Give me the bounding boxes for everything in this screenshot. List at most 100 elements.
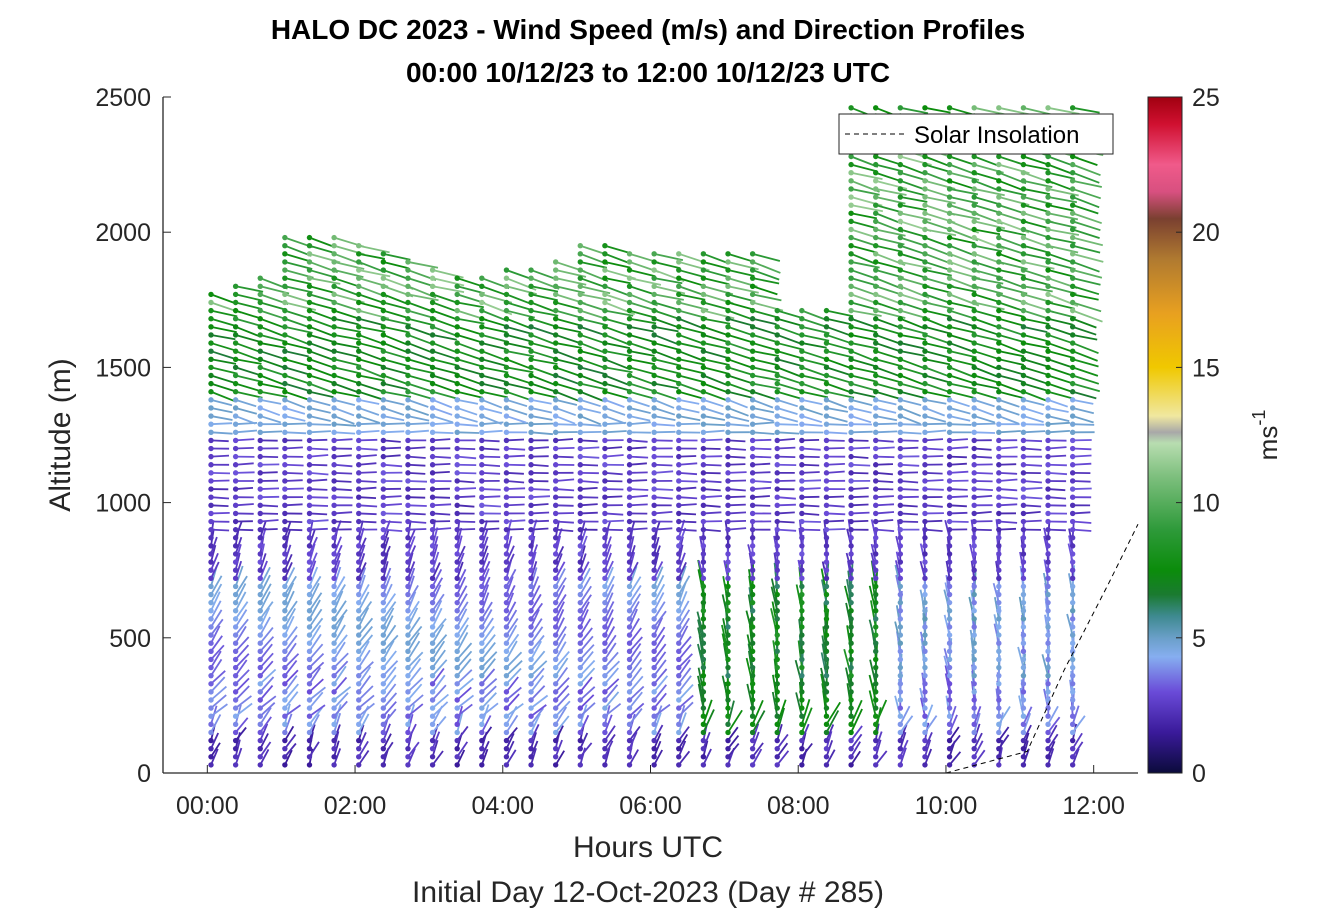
wind-barb-dot xyxy=(307,332,312,337)
wind-barb-dot xyxy=(898,446,903,451)
wind-barb-dot xyxy=(381,503,386,508)
wind-barb-dot xyxy=(701,478,706,483)
wind-barb-dot xyxy=(405,665,410,670)
wind-barb-dot xyxy=(676,405,681,410)
wind-barb-dot xyxy=(454,641,459,646)
wind-barb-dot xyxy=(1045,486,1050,491)
wind-barb-dot xyxy=(454,340,459,345)
wind-barb-dot xyxy=(553,665,558,670)
wind-barb-dot xyxy=(381,641,386,646)
wind-barb-dot xyxy=(553,446,558,451)
wind-barb-dot xyxy=(922,665,927,670)
wind-barb-shaft xyxy=(826,448,844,449)
wind-barb-dot xyxy=(208,292,213,297)
wind-barb-dot xyxy=(233,470,238,475)
wind-barb-dot xyxy=(701,267,706,272)
wind-barb-dot xyxy=(725,373,730,378)
wind-barb-dot xyxy=(898,746,903,751)
wind-barb-dot xyxy=(971,267,976,272)
wind-barb-dot xyxy=(1021,592,1026,597)
wind-barb-dot xyxy=(676,446,681,451)
wind-barb-dot xyxy=(922,340,927,345)
wind-barb-dot xyxy=(750,624,755,629)
wind-barb-dot xyxy=(947,219,952,224)
wind-barb-dot xyxy=(1045,421,1050,426)
wind-barb-dot xyxy=(947,705,952,710)
wind-barb-dot xyxy=(996,438,1001,443)
wind-barb-dot xyxy=(553,357,558,362)
wind-barb-dot xyxy=(553,600,558,605)
wind-barb-dot xyxy=(405,259,410,264)
wind-barb-dot xyxy=(233,754,238,759)
wind-barb-shaft xyxy=(925,456,943,457)
wind-barb-dot xyxy=(971,105,976,110)
wind-barb-dot xyxy=(553,284,558,289)
wind-barb-dot xyxy=(454,373,459,378)
wind-barb-dot xyxy=(775,632,780,637)
wind-barb-dot xyxy=(356,324,361,329)
wind-barb-dot xyxy=(848,235,853,240)
wind-barb-dot xyxy=(258,348,263,353)
wind-barb-dot xyxy=(676,535,681,540)
wind-barb-dot xyxy=(381,705,386,710)
wind-barb-dot xyxy=(824,673,829,678)
wind-barb-dot xyxy=(898,673,903,678)
wind-barb-dot xyxy=(996,227,1001,232)
wind-barb-dot xyxy=(504,381,509,386)
wind-barb-shaft xyxy=(777,505,796,506)
wind-barb-dot xyxy=(331,365,336,370)
wind-barb-dot xyxy=(282,600,287,605)
wind-barb-dot xyxy=(996,624,1001,629)
wind-barb-dot xyxy=(233,292,238,297)
wind-barb-dot xyxy=(898,681,903,686)
wind-barb-dot xyxy=(775,657,780,662)
wind-barb-dot xyxy=(405,649,410,654)
wind-barb-dot xyxy=(258,454,263,459)
wind-barb-dot xyxy=(750,340,755,345)
wind-barb-dot xyxy=(848,649,853,654)
wind-barb-dot xyxy=(282,348,287,353)
x-tick-label: 00:00 xyxy=(176,792,239,820)
wind-barb-dot xyxy=(1045,316,1050,321)
wind-barb-dot xyxy=(971,219,976,224)
wind-barb-dot xyxy=(528,421,533,426)
wind-barb-dot xyxy=(479,300,484,305)
wind-barb-dot xyxy=(1045,730,1050,735)
wind-barb-dot xyxy=(1070,324,1075,329)
wind-barb-dot xyxy=(331,657,336,662)
wind-barb-dot xyxy=(307,754,312,759)
wind-barb-dot xyxy=(922,389,927,394)
wind-barb-dot xyxy=(996,243,1001,248)
wind-barb-dot xyxy=(1045,592,1050,597)
wind-barb-dot xyxy=(996,332,1001,337)
wind-barb-dot xyxy=(602,284,607,289)
wind-barb-dot xyxy=(578,421,583,426)
wind-barb-dot xyxy=(1045,543,1050,548)
wind-barb-dot xyxy=(208,494,213,499)
wind-barb-dot xyxy=(676,559,681,564)
wind-barb-dot xyxy=(1021,154,1026,159)
wind-barb-dot xyxy=(996,600,1001,605)
wind-barb-dot xyxy=(676,316,681,321)
wind-barb-dot xyxy=(922,267,927,272)
wind-barb-dot xyxy=(996,494,1001,499)
wind-barb-dot xyxy=(307,551,312,556)
wind-barb-dot xyxy=(528,389,533,394)
wind-barb-dot xyxy=(602,722,607,727)
wind-barb-dot xyxy=(898,600,903,605)
wind-barb-dot xyxy=(725,462,730,467)
wind-barb-dot xyxy=(750,308,755,313)
wind-barb-dot xyxy=(848,430,853,435)
wind-barb-dot xyxy=(873,275,878,280)
wind-barb-dot xyxy=(479,697,484,702)
wind-barb-dot xyxy=(701,357,706,362)
wind-barb-dot xyxy=(528,316,533,321)
wind-barb-dot xyxy=(1070,681,1075,686)
wind-barb-dot xyxy=(381,543,386,548)
wind-barb-dot xyxy=(356,292,361,297)
wind-barb-dot xyxy=(381,584,386,589)
wind-barb-dot xyxy=(430,348,435,353)
wind-barb-dot xyxy=(1070,486,1075,491)
wind-barb-dot xyxy=(258,746,263,751)
wind-barb-dot xyxy=(307,616,312,621)
